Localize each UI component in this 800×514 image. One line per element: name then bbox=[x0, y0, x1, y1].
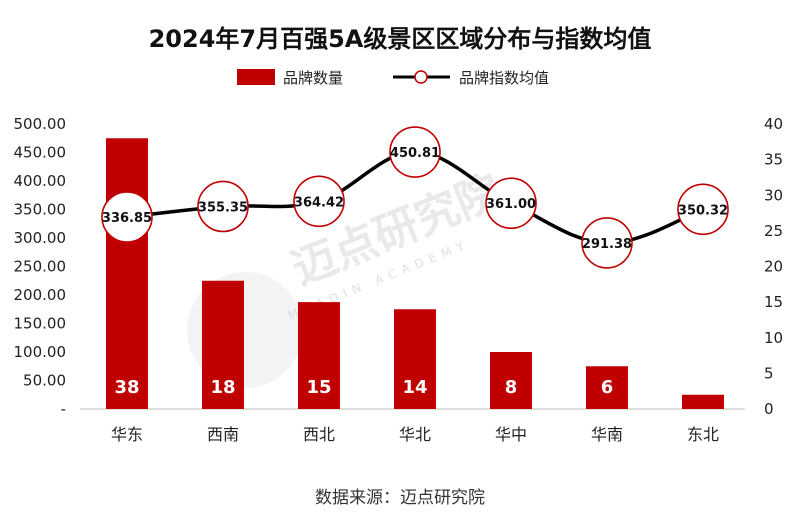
line-point-marker bbox=[197, 180, 249, 233]
bar-value-label: 38 bbox=[114, 377, 139, 398]
bar bbox=[682, 394, 724, 409]
line-point-marker bbox=[581, 217, 633, 269]
bar bbox=[106, 138, 148, 409]
line-point-label: 361.00 bbox=[486, 197, 536, 212]
right-tick-label: 30 bbox=[764, 186, 783, 204]
left-tick-label: - bbox=[61, 400, 66, 418]
bar bbox=[202, 280, 244, 409]
category-label: 西南 bbox=[207, 425, 239, 444]
legend-bar-swatch bbox=[237, 69, 275, 85]
bar bbox=[394, 309, 436, 409]
right-tick-label: 15 bbox=[764, 293, 783, 311]
legend-bar-label: 品牌数量 bbox=[283, 69, 343, 87]
line-point-marker bbox=[485, 177, 537, 230]
bar-value-label: 15 bbox=[306, 377, 331, 398]
category-label: 华中 bbox=[495, 425, 527, 444]
category-label: 西北 bbox=[303, 425, 335, 444]
category-axis: 华东 西南 西北 华北 华中 华南 东北 bbox=[111, 425, 719, 444]
right-tick-label: 5 bbox=[764, 364, 774, 382]
legend: 品牌数量 品牌指数均值 bbox=[237, 69, 549, 87]
right-tick-label: 10 bbox=[764, 329, 783, 347]
chart-title: 2024年7月百强5A级景区区域分布与指数均值 bbox=[149, 25, 652, 53]
left-tick-label: 350.00 bbox=[14, 201, 67, 219]
right-axis: 0 5 10 15 20 25 30 35 40 bbox=[764, 115, 783, 418]
left-tick-label: 250.00 bbox=[14, 258, 67, 276]
legend-line-marker bbox=[414, 70, 428, 84]
left-tick-label: 300.00 bbox=[14, 229, 67, 247]
line-point-label: 450.81 bbox=[390, 146, 440, 161]
right-tick-label: 0 bbox=[764, 400, 774, 418]
line-series: 336.85 355.35 364.42 450.81 361.00 291.38 350.… bbox=[101, 126, 729, 269]
category-label: 东北 bbox=[687, 425, 719, 444]
legend-line-label: 品牌指数均值 bbox=[459, 69, 549, 87]
line-point-label: 355.35 bbox=[198, 200, 248, 215]
bar-value-label: 6 bbox=[601, 377, 614, 398]
line-point-marker bbox=[293, 175, 345, 228]
left-tick-label: 100.00 bbox=[14, 343, 67, 361]
category-label: 华南 bbox=[591, 425, 623, 444]
left-tick-label: 450.00 bbox=[14, 144, 67, 162]
right-tick-label: 35 bbox=[764, 151, 783, 169]
line-point-marker bbox=[677, 183, 729, 236]
bar bbox=[586, 366, 628, 409]
line-point-label: 291.38 bbox=[582, 237, 632, 252]
left-tick-label: 400.00 bbox=[14, 172, 67, 190]
right-tick-label: 25 bbox=[764, 222, 783, 240]
left-tick-label: 200.00 bbox=[14, 286, 67, 304]
category-label: 华东 bbox=[111, 425, 143, 444]
bar-value-label: 2 bbox=[697, 377, 710, 398]
bar-value-label: 8 bbox=[505, 377, 518, 398]
bar-value-label: 14 bbox=[402, 377, 427, 398]
bar-value-label: 18 bbox=[210, 377, 235, 398]
bar bbox=[490, 352, 532, 409]
data-source: 数据来源：迈点研究院 bbox=[315, 488, 485, 508]
bar-series: 38 18 15 14 8 6 2 bbox=[106, 138, 724, 409]
line-point-marker bbox=[389, 126, 441, 178]
left-tick-label: 50.00 bbox=[23, 372, 66, 390]
line-point-label: 336.85 bbox=[102, 211, 152, 226]
left-tick-label: 150.00 bbox=[14, 315, 67, 333]
bar bbox=[298, 302, 340, 409]
right-tick-label: 40 bbox=[764, 115, 783, 133]
category-label: 华北 bbox=[399, 425, 431, 444]
line-point-label: 350.32 bbox=[678, 203, 728, 218]
line-point-marker bbox=[101, 191, 153, 243]
right-tick-label: 20 bbox=[764, 258, 783, 276]
line-point-label: 364.42 bbox=[294, 195, 344, 210]
left-tick-label: 500.00 bbox=[14, 115, 67, 133]
